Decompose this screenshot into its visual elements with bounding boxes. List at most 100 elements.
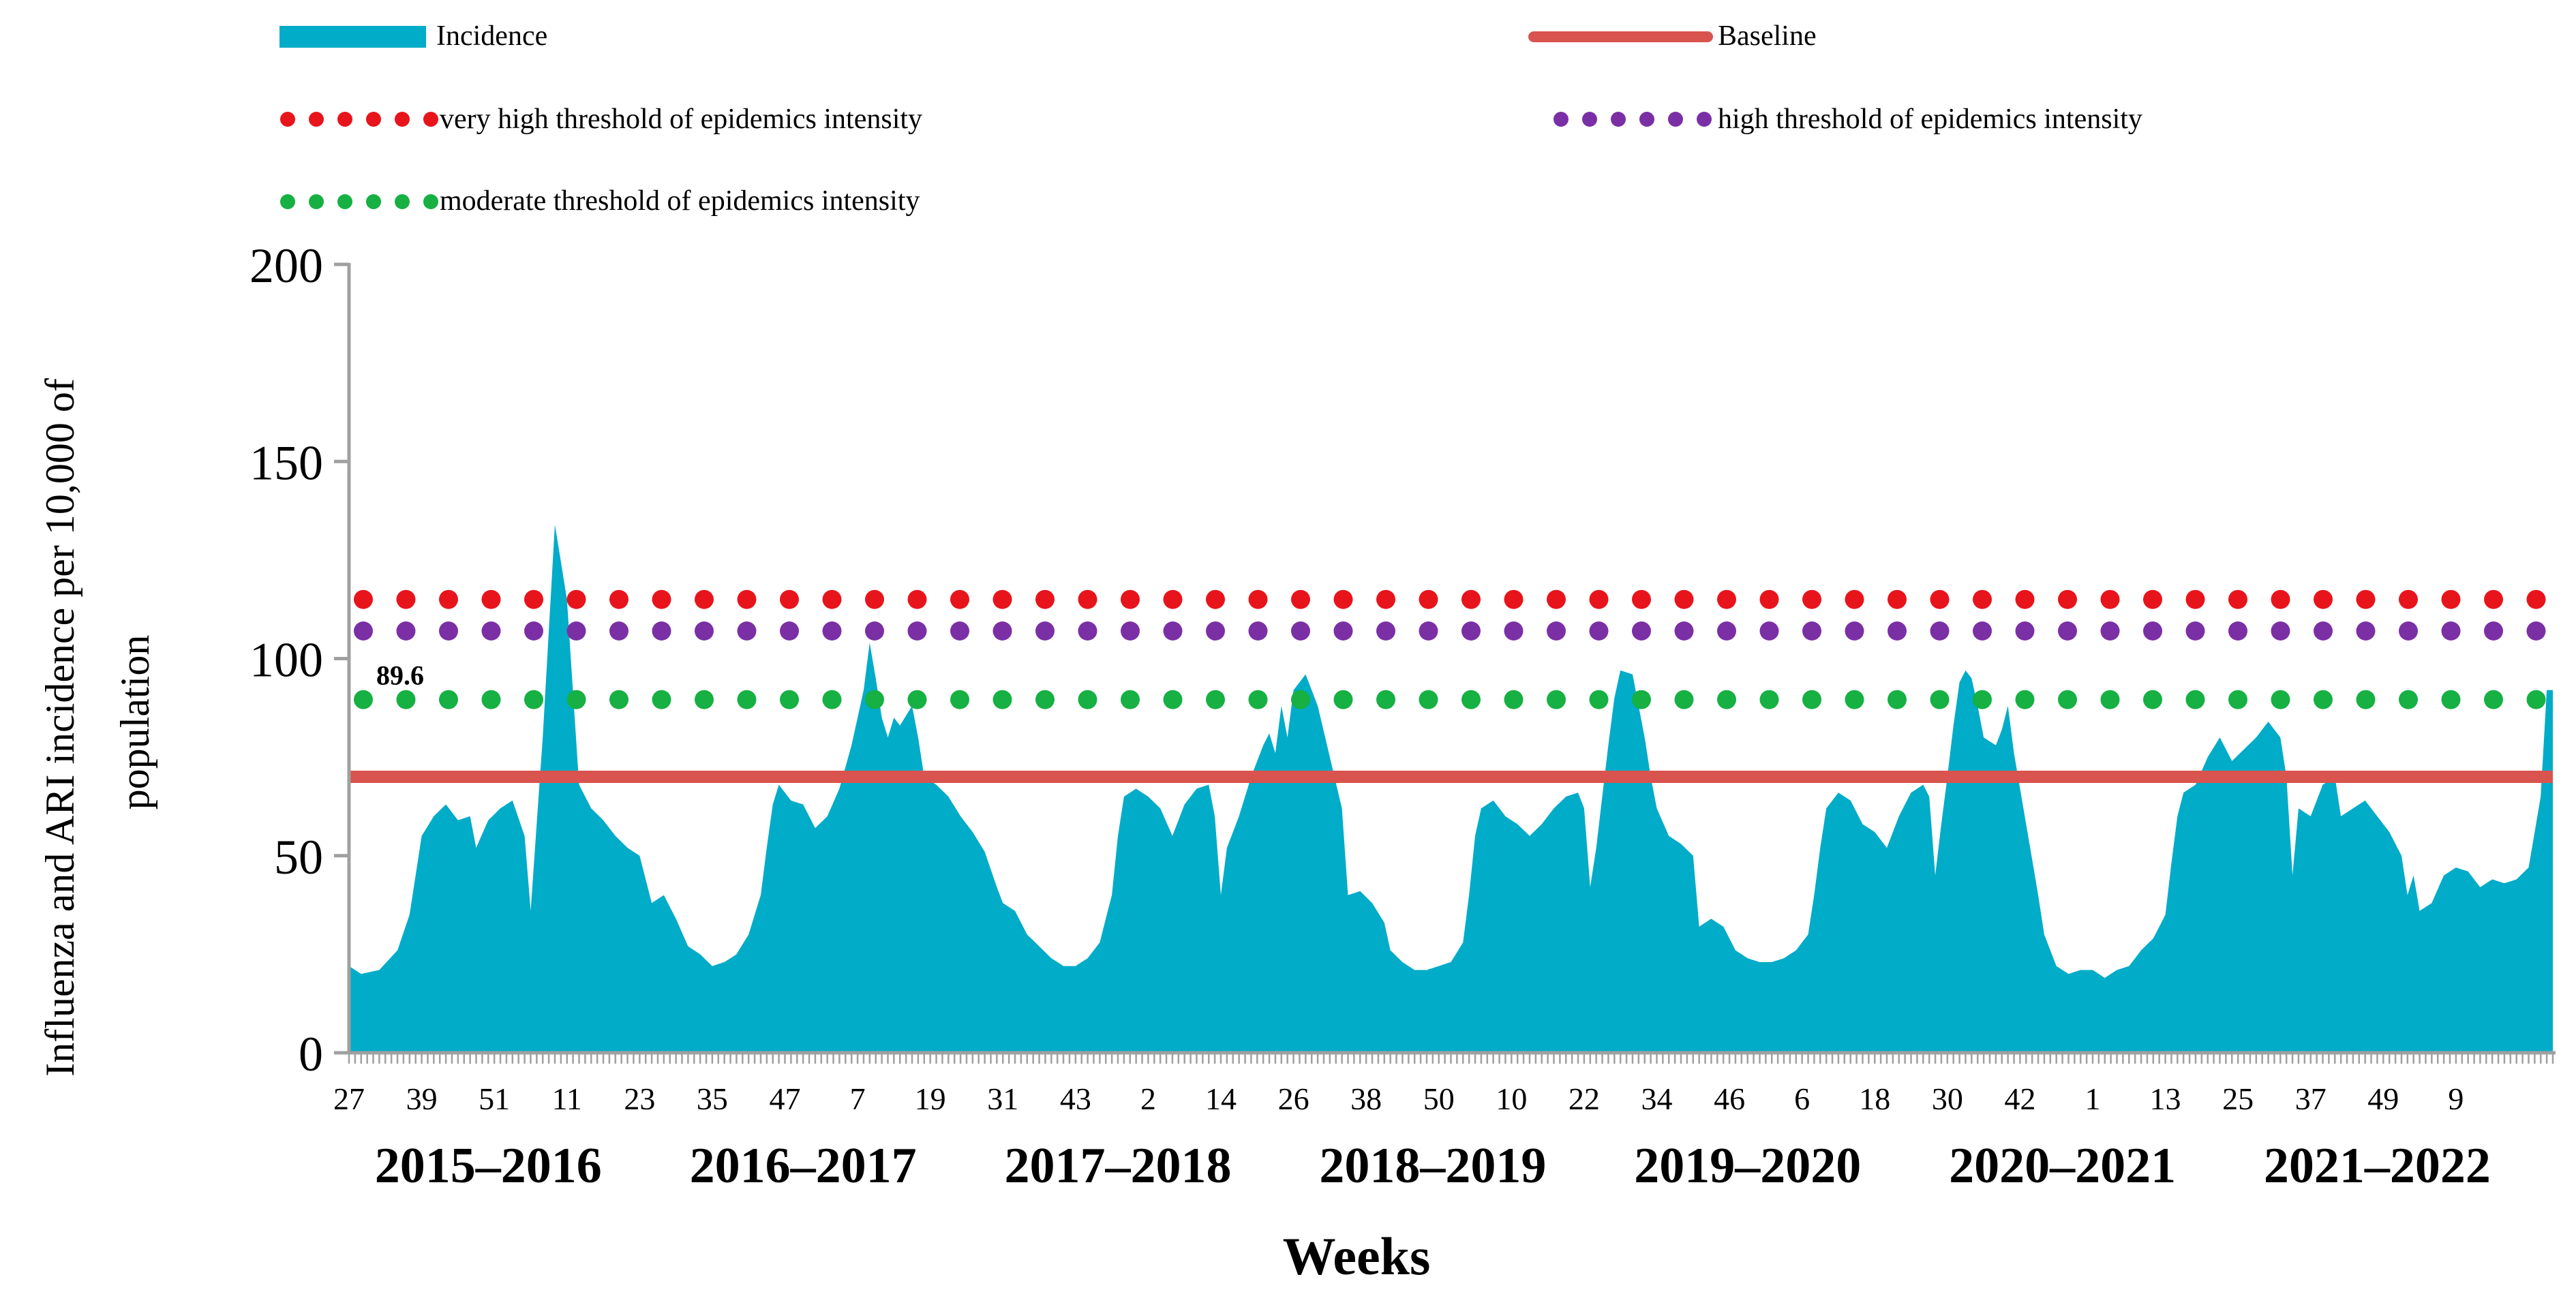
very-high-threshold-line-dot xyxy=(1589,589,1609,609)
moderate-threshold-line-dot xyxy=(2271,690,2290,709)
x-tick-label: 22 xyxy=(1569,1081,1600,1116)
very-high-threshold-line-dot xyxy=(992,589,1012,609)
x-tick-label: 49 xyxy=(2367,1081,2399,1116)
legend-moderate-swatch xyxy=(280,194,438,209)
season-label: 2018–2019 xyxy=(1319,1138,1546,1194)
moderate-threshold-line-dot xyxy=(2100,690,2120,709)
y-tick-label: 0 xyxy=(299,1027,323,1081)
moderate-threshold-line-dot xyxy=(1248,690,1268,709)
high-threshold-line-dot xyxy=(1717,621,1736,641)
moderate-threshold-line-dot xyxy=(695,690,714,709)
very-high-threshold-line-dot xyxy=(1035,589,1055,609)
moderate-threshold-line-dot xyxy=(1419,690,1438,709)
season-label: 2016–2017 xyxy=(690,1138,917,1194)
x-tick-label: 43 xyxy=(1060,1081,1091,1116)
leg-m-dot xyxy=(309,194,324,209)
moderate-threshold-line-dot xyxy=(822,690,842,709)
moderate-threshold-line-dot xyxy=(2399,690,2418,709)
very-high-threshold-line-dot xyxy=(2526,589,2546,609)
high-threshold-line-dot xyxy=(2100,621,2120,641)
season-label: 2019–2020 xyxy=(1634,1138,1861,1194)
x-tick-label: 18 xyxy=(1859,1081,1890,1116)
legend-moderate-label: moderate threshold of epidemics intensit… xyxy=(440,185,920,217)
high-threshold-line-dot xyxy=(1845,621,1864,641)
x-tick-label: 50 xyxy=(1423,1081,1455,1116)
moderate-threshold-line-dot xyxy=(1035,690,1055,709)
very-high-threshold-line-dot xyxy=(1845,589,1864,609)
x-tick-label: 13 xyxy=(2150,1081,2181,1116)
x-tick-label: 42 xyxy=(2004,1081,2035,1116)
high-threshold-line-dot xyxy=(1078,621,1097,641)
leg-h-dot xyxy=(1554,112,1569,127)
very-high-threshold-line-dot xyxy=(907,589,927,609)
moderate-threshold-line-dot xyxy=(2356,690,2376,709)
leg-vh-dot xyxy=(395,112,410,127)
moderate-threshold-line-dot xyxy=(1163,690,1183,709)
high-threshold-line-dot xyxy=(907,621,927,641)
high-threshold-line-dot xyxy=(2441,621,2461,641)
high-threshold-line-dot xyxy=(2399,621,2418,641)
x-tick-label: 26 xyxy=(1278,1081,1309,1116)
legend-baseline-label: Baseline xyxy=(1718,20,1817,52)
x-tick-label: 27 xyxy=(333,1081,365,1116)
very-high-threshold-line-dot xyxy=(652,589,671,609)
very-high-threshold-line-dot xyxy=(2314,589,2333,609)
leg-vh-dot xyxy=(423,112,438,127)
very-high-threshold-line-dot xyxy=(2058,589,2077,609)
very-high-threshold-line-dot xyxy=(2015,589,2035,609)
x-tick-label: 19 xyxy=(915,1081,946,1116)
leg-m-dot xyxy=(337,194,352,209)
very-high-threshold-line xyxy=(354,589,2546,609)
moderate-threshold-line-dot xyxy=(1845,690,1864,709)
high-threshold-line-dot xyxy=(2015,621,2035,641)
very-high-threshold-line-dot xyxy=(1547,589,1566,609)
incidence-area xyxy=(349,524,2553,1053)
moderate-threshold-line-dot xyxy=(354,690,373,709)
high-threshold-line-dot xyxy=(2228,621,2247,641)
high-threshold-line-dot xyxy=(1973,621,1992,641)
legend-very-high-swatch xyxy=(280,112,438,127)
high-threshold-line-dot xyxy=(652,621,671,641)
leg-m-dot xyxy=(280,194,295,209)
very-high-threshold-line-dot xyxy=(524,589,543,609)
high-threshold-line-dot xyxy=(1291,621,1310,641)
x-tick-label: 46 xyxy=(1714,1081,1745,1116)
very-high-threshold-line-dot xyxy=(1376,589,1395,609)
very-high-threshold-line-dot xyxy=(481,589,501,609)
x-axis-title: Weeks xyxy=(1283,1227,1431,1286)
high-threshold-line-dot xyxy=(439,621,458,641)
moderate-threshold-line-dot xyxy=(439,690,458,709)
leg-vh-dot xyxy=(337,112,352,127)
very-high-threshold-line-dot xyxy=(950,589,969,609)
legend-incidence-label: Incidence xyxy=(436,20,547,52)
high-threshold-line-dot xyxy=(1461,621,1481,641)
high-threshold-line-dot xyxy=(1163,621,1183,641)
moderate-threshold-line-dot xyxy=(1888,690,1907,709)
moderate-threshold-line-dot xyxy=(950,690,969,709)
very-high-threshold-line-dot xyxy=(1674,589,1694,609)
season-label: 2017–2018 xyxy=(1004,1138,1231,1194)
very-high-threshold-line-dot xyxy=(2484,589,2503,609)
moderate-threshold-line-dot xyxy=(1504,690,1524,709)
very-high-threshold-line-dot xyxy=(1121,589,1140,609)
very-high-threshold-line-dot xyxy=(1973,589,1992,609)
very-high-threshold-line-dot xyxy=(566,589,586,609)
high-threshold-line-dot xyxy=(2143,621,2162,641)
high-threshold-line-dot xyxy=(1333,621,1353,641)
very-high-threshold-line-dot xyxy=(780,589,799,609)
high-threshold-line-dot xyxy=(950,621,969,641)
moderate-threshold-line-dot xyxy=(524,690,543,709)
very-high-threshold-line-dot xyxy=(695,589,714,609)
very-high-threshold-line-dot xyxy=(737,589,757,609)
moderate-threshold-line-dot xyxy=(737,690,757,709)
very-high-threshold-line-dot xyxy=(396,589,416,609)
very-high-threshold-line-dot xyxy=(1248,589,1268,609)
moderate-threshold-line-dot xyxy=(396,690,416,709)
moderate-threshold-line-dot xyxy=(566,690,586,709)
leg-vh-dot xyxy=(366,112,381,127)
high-threshold-line-dot xyxy=(1035,621,1055,641)
very-high-threshold-line-dot xyxy=(439,589,458,609)
x-tick-label: 6 xyxy=(1794,1081,1810,1116)
